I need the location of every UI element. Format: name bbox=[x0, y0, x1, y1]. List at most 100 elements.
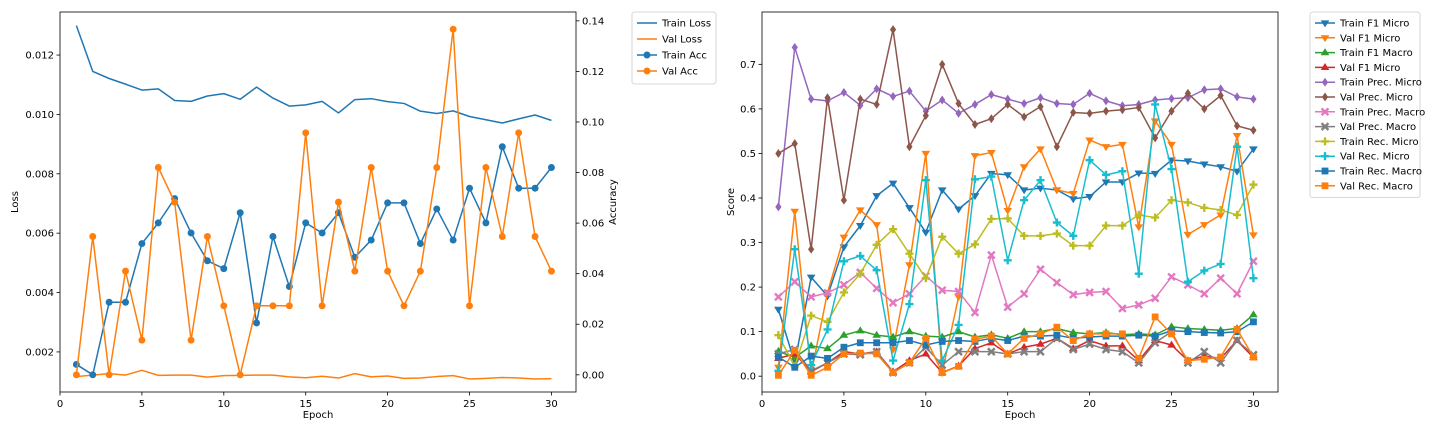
data-point-train-prec-micro bbox=[775, 202, 782, 212]
data-point-train-prec-macro bbox=[970, 308, 980, 317]
data-point-val-rec-micro bbox=[1183, 277, 1192, 286]
y-tick-label: 0.3 bbox=[740, 238, 756, 249]
data-point-train-prec-macro bbox=[1200, 289, 1209, 299]
series-line-val-f1-micro bbox=[778, 337, 1254, 374]
data-point-val-f1-micro bbox=[1249, 232, 1258, 240]
data-point-val-prec-macro bbox=[1019, 347, 1029, 356]
y-tick-label: 0.1 bbox=[740, 327, 756, 338]
data-point-val-rec-macro bbox=[1086, 330, 1094, 338]
data-point-train-acc bbox=[253, 319, 261, 327]
data-point-train-prec-macro bbox=[790, 277, 800, 287]
loss-x-ticks: 0 5 10 15 20 25 30 bbox=[57, 392, 558, 410]
data-point-train-f1-macro bbox=[1249, 310, 1258, 318]
data-point-train-f1-macro bbox=[954, 327, 963, 335]
x-tick-label: 10 bbox=[217, 399, 230, 410]
data-point-val-prec-micro bbox=[1152, 133, 1159, 143]
score-y-ticks: 0.0 0.1 0.2 0.3 0.4 0.5 0.6 0.7 bbox=[740, 60, 762, 383]
y-tick-label: 0.6 bbox=[740, 104, 756, 115]
data-point-train-rec-micro bbox=[1167, 196, 1176, 205]
data-point-train-prec-macro bbox=[1036, 265, 1045, 274]
data-point-val-acc bbox=[335, 198, 342, 206]
data-point-train-f1-micro bbox=[806, 274, 816, 282]
data-point-train-prec-macro bbox=[1052, 278, 1062, 287]
y-tick-label: 0.010 bbox=[25, 110, 54, 121]
data-point-val-acc bbox=[531, 233, 539, 240]
data-point-train-rec-micro bbox=[1151, 213, 1160, 222]
data-point-train-prec-micro bbox=[873, 84, 880, 94]
data-point-val-acc bbox=[253, 302, 261, 310]
data-point-val-prec-micro bbox=[1184, 88, 1192, 98]
data-point-val-prec-macro bbox=[1200, 347, 1209, 356]
y-right-tick-label: 0.10 bbox=[582, 117, 604, 128]
data-point-train-rec-micro bbox=[1216, 205, 1225, 215]
data-point-train-acc bbox=[236, 209, 244, 217]
data-point-val-rec-macro bbox=[1037, 330, 1044, 338]
data-point-val-acc bbox=[384, 267, 392, 275]
x-tick-label: 0 bbox=[759, 399, 765, 410]
data-point-val-rec-macro bbox=[955, 362, 962, 370]
y-right-tick-label: 0.08 bbox=[582, 168, 604, 179]
data-point-val-rec-macro bbox=[1135, 354, 1143, 362]
data-point-val-acc bbox=[515, 129, 523, 137]
data-point-train-rec-micro bbox=[774, 331, 783, 340]
loss-accuracy-legend: Train Loss Val Loss Train Acc Val Acc bbox=[631, 11, 717, 85]
data-point-train-rec-macro bbox=[938, 338, 946, 345]
data-point-val-prec-micro bbox=[1086, 108, 1093, 118]
data-point-val-prec-macro bbox=[1232, 336, 1242, 345]
data-point-train-f1-micro bbox=[905, 205, 914, 213]
data-point-val-prec-micro bbox=[1119, 105, 1126, 115]
series-line-train-rec-micro bbox=[777, 184, 1255, 368]
data-point-train-acc bbox=[384, 199, 392, 207]
data-point-train-prec-macro bbox=[1134, 300, 1144, 310]
data-point-train-prec-micro bbox=[840, 87, 848, 97]
data-point-val-rec-macro bbox=[1118, 330, 1126, 338]
data-point-train-rec-micro bbox=[1020, 231, 1029, 240]
data-point-val-f1-micro bbox=[954, 294, 963, 302]
legend-marker bbox=[1320, 63, 1330, 71]
data-point-train-rec-micro bbox=[1183, 198, 1192, 207]
data-point-val-rec-macro bbox=[1168, 330, 1175, 338]
data-point-train-prec-macro bbox=[937, 285, 947, 295]
data-point-train-prec-macro bbox=[823, 288, 832, 298]
data-point-train-prec-macro bbox=[1003, 302, 1012, 312]
legend-marker bbox=[643, 51, 651, 59]
data-point-val-rec-macro bbox=[938, 369, 946, 377]
legend-label: Train Acc bbox=[661, 51, 707, 62]
data-point-val-f1-micro bbox=[1183, 231, 1193, 239]
data-point-train-prec-micro bbox=[939, 95, 946, 105]
data-point-val-prec-macro bbox=[1068, 345, 1078, 354]
series-train-loss bbox=[75, 25, 552, 124]
data-point-train-prec-micro bbox=[1201, 85, 1208, 95]
series-line-val-prec-micro bbox=[777, 28, 1254, 250]
data-point-val-rec-micro bbox=[1052, 218, 1061, 227]
legend-item-train-acc: Train Acc bbox=[637, 51, 707, 62]
data-point-train-rec-micro bbox=[823, 317, 832, 326]
data-point-val-rec-micro bbox=[1101, 170, 1111, 179]
data-point-train-f1-macro bbox=[888, 332, 898, 340]
data-point-train-rec-micro bbox=[1101, 221, 1111, 230]
data-point-train-acc bbox=[515, 184, 523, 192]
data-point-val-acc bbox=[285, 302, 293, 310]
accuracy-y-ticks: 0.00 0.02 0.04 0.06 0.08 0.10 0.12 0.14 bbox=[576, 16, 604, 381]
data-point-val-prec-micro bbox=[857, 94, 864, 104]
legend-marker bbox=[1320, 152, 1330, 161]
data-point-val-prec-micro bbox=[824, 93, 831, 103]
legend-marker bbox=[1321, 77, 1329, 87]
series-val-prec-micro bbox=[775, 25, 1257, 254]
data-point-train-prec-macro bbox=[1085, 288, 1094, 297]
data-point-val-f1-micro bbox=[1052, 187, 1062, 195]
data-point-train-prec-macro bbox=[1167, 272, 1176, 282]
data-point-val-f1-micro bbox=[1167, 340, 1176, 348]
legend-item-train-rec-macro: Train Rec. Macro bbox=[1315, 167, 1422, 178]
data-point-val-rec-macro bbox=[774, 371, 782, 379]
data-point-val-prec-macro bbox=[1101, 345, 1111, 354]
series-line-val-acc bbox=[75, 28, 553, 376]
data-point-train-f1-micro bbox=[1003, 172, 1013, 180]
data-point-train-acc bbox=[367, 236, 375, 244]
data-point-train-rec-macro bbox=[840, 343, 848, 351]
data-point-val-f1-micro bbox=[1036, 146, 1045, 154]
legend-label: Train Rec. Macro bbox=[1339, 167, 1422, 178]
data-point-val-f1-micro bbox=[1036, 339, 1045, 347]
legend-item-train-rec-micro: Train Rec. Micro bbox=[1315, 137, 1419, 148]
data-point-train-rec-macro bbox=[1250, 318, 1257, 326]
